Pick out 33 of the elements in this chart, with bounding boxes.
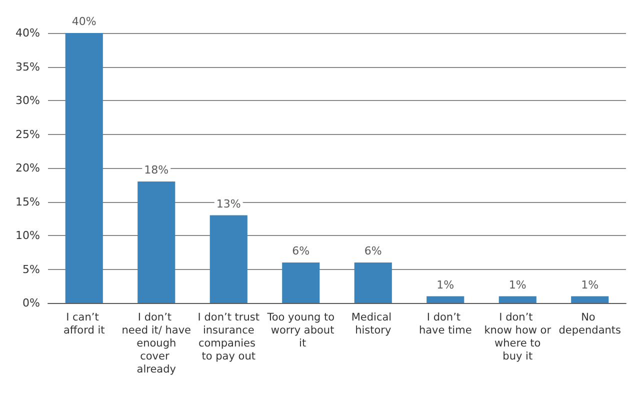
bar: [498, 296, 536, 303]
x-tick-label: I don’t need it/ have enough cover already: [122, 312, 191, 376]
y-tick-label: 5%: [22, 262, 40, 276]
data-label: 13%: [216, 197, 241, 210]
x-tick-label: No dependants: [558, 312, 621, 336]
data-label: 1%: [508, 278, 526, 292]
bar: [426, 296, 464, 303]
data-label: 1%: [436, 278, 454, 292]
y-tick-label: 15%: [16, 195, 40, 208]
bar: [354, 262, 392, 303]
data-label: 6%: [292, 244, 310, 258]
x-tick-label: I don’t know how or where to buy it: [484, 312, 552, 362]
data-label: 40%: [72, 15, 96, 28]
data-label: 6%: [364, 244, 382, 258]
x-tick-label: I don’t have time: [418, 312, 472, 336]
data-label: 1%: [581, 278, 599, 292]
bar: [210, 215, 248, 303]
y-tick-label: 35%: [16, 60, 40, 74]
bar: [571, 296, 609, 303]
y-tick-label: 0%: [22, 296, 40, 310]
y-tick-label: 40%: [16, 26, 40, 40]
bar: [138, 182, 176, 303]
bar: [282, 262, 320, 303]
y-tick-label: 20%: [16, 162, 40, 174]
y-tick-label: 30%: [16, 94, 40, 107]
data-label: 18%: [144, 164, 169, 176]
x-tick-label: I don’t trust insurance companies to pay out: [198, 312, 260, 362]
x-tick-label: Too young to worry about it: [266, 312, 335, 350]
y-tick-label: 25%: [16, 128, 40, 141]
x-tick-label: Medical history: [351, 312, 395, 336]
x-tick-label: I can’t afford it: [63, 312, 105, 336]
y-tick-label: 10%: [16, 229, 40, 242]
bar: [65, 33, 103, 303]
